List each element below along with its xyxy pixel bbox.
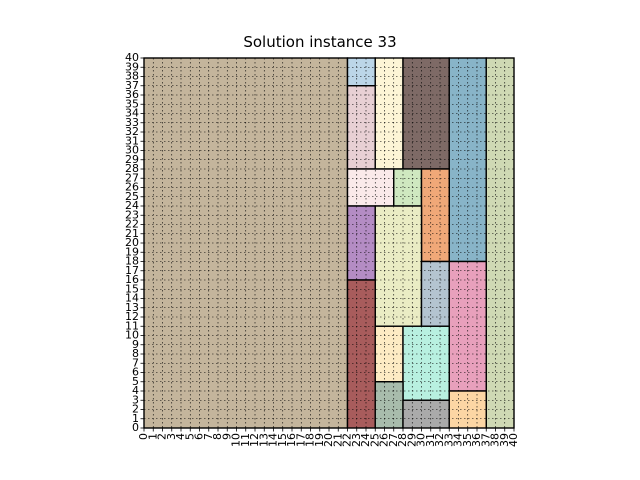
y-tick-label: 32 [125,125,139,138]
x-tick-label: 29 [405,433,418,447]
x-tick-label: 5 [183,433,196,440]
packing-rect-5 [402,57,450,170]
y-tick-label: 4 [132,384,139,397]
x-tick-label: 32 [433,433,446,447]
y-tick-label: 17 [125,264,139,277]
x-tick-label: 22 [341,433,354,447]
x-tick-label: 34 [452,433,465,447]
y-tick-label: 2 [132,403,139,416]
x-tick-label: 31 [424,433,437,447]
y-tick-label: 8 [132,347,139,360]
x-tick-label: 4 [174,433,187,440]
x-tick-label: 30 [415,433,428,447]
y-tick-label: 25 [125,190,139,203]
y-tick-label: 20 [125,236,139,249]
x-tick-label: 25 [368,433,381,447]
y-tick-label: 14 [125,292,139,305]
y-tick-label: 27 [125,171,139,184]
x-tick-label: 40 [507,433,520,447]
y-tick-label: 1 [132,412,139,425]
y-tick-label: 3 [132,393,139,406]
y-tick-label: 22 [125,218,139,231]
x-tick-label: 13 [257,433,270,447]
x-tick-label: 21 [331,433,344,447]
y-tick-label: 26 [125,181,139,194]
x-tick-label: 2 [156,433,169,440]
chart-title: Solution instance 33 [243,33,397,51]
x-tick-label: 24 [359,433,372,447]
packing-rect-13 [420,260,450,327]
y-tick-label: 40 [125,51,139,64]
y-tick-label: 16 [125,273,139,286]
packing-rect-17 [402,325,450,401]
packing-rect-12 [374,205,423,327]
y-tick-label: 30 [125,144,139,157]
y-tick-label: 13 [125,301,139,314]
y-tick-label: 10 [125,329,139,342]
packing-rect-19 [402,399,450,429]
y-tick-label: 29 [125,153,139,166]
y-tick-label: 24 [125,199,139,212]
packing-rect-2 [346,57,376,87]
y-tick-label: 34 [125,107,139,120]
x-tick-label: 18 [304,433,317,447]
packing-rect-3 [346,85,376,170]
y-tick-label: 21 [125,227,139,240]
y-tick-label: 35 [125,97,139,110]
x-tick-label: 7 [202,433,215,440]
x-tick-label: 9 [220,433,233,440]
x-tick-label: 1 [146,433,159,440]
y-tick-label: 23 [125,208,139,221]
y-tick-label: 11 [125,319,139,332]
x-tick-label: 0 [137,433,150,440]
y-tick-label: 7 [132,356,139,369]
y-tick-label: 36 [125,88,139,101]
x-tick-label: 15 [276,433,289,447]
x-tick-label: 10 [230,433,243,447]
x-tick-label: 38 [489,433,502,447]
y-tick-label: 38 [125,70,139,83]
x-tick-label: 27 [387,433,400,447]
x-tick-label: 35 [461,433,474,447]
y-tick-label: 12 [125,310,139,323]
x-tick-label: 19 [313,433,326,447]
x-tick-label: 33 [442,433,455,447]
x-tick-label: 6 [193,433,206,440]
y-tick-label: 19 [125,245,139,258]
x-tick-label: 23 [350,433,363,447]
x-tick-label: 36 [470,433,483,447]
x-tick-label: 26 [378,433,391,447]
x-tick-label: 14 [267,433,280,447]
x-tick-label: 8 [211,433,224,440]
x-tick-label: 28 [396,433,409,447]
y-tick-label: 39 [125,60,139,73]
y-tick-label: 33 [125,116,139,129]
packing-rect-18 [374,381,404,429]
y-tick-label: 31 [125,134,139,147]
y-tick-label: 15 [125,282,139,295]
y-tick-label: 0 [132,421,139,434]
x-tick-label: 37 [479,433,492,447]
x-tick-label: 16 [285,433,298,447]
y-tick-label: 28 [125,162,139,175]
y-tick-label: 9 [132,338,139,351]
y-tick-label: 18 [125,255,139,268]
y-tick-label: 5 [132,375,139,388]
x-tick-label: 11 [239,433,252,447]
x-tick-label: 17 [294,433,307,447]
packing-rect-8 [346,168,395,207]
y-tick-label: 37 [125,79,139,92]
x-tick-label: 39 [498,433,511,447]
y-tick-label: 6 [132,366,139,379]
x-tick-label: 20 [322,433,335,447]
x-tick-label: 3 [165,433,178,440]
x-tick-label: 12 [248,433,261,447]
